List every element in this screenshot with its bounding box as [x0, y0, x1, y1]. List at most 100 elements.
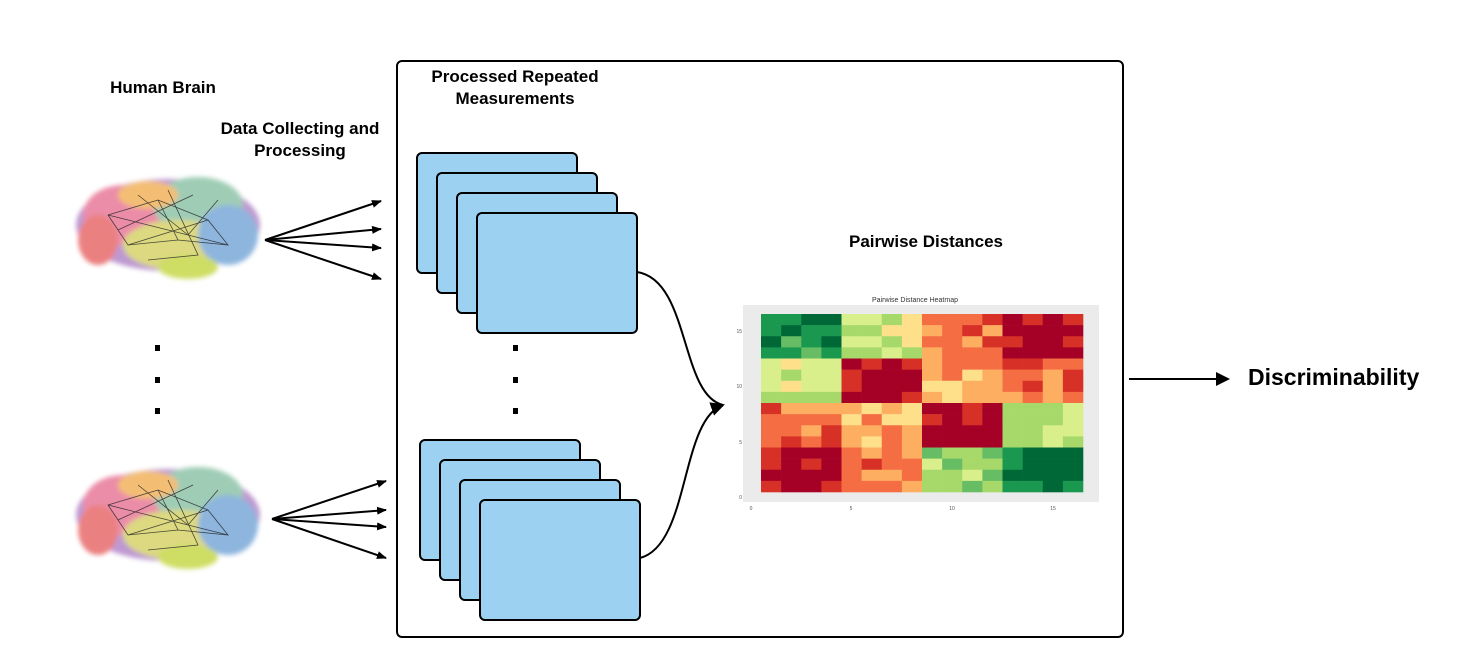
heatmap-cell	[821, 369, 842, 382]
heatmap-cell	[761, 447, 782, 459]
heatmap-cell	[1022, 380, 1044, 393]
heatmap-cell	[781, 358, 802, 370]
heatmap-cell	[781, 425, 802, 437]
heatmap-cell	[901, 469, 923, 482]
heatmap-cell	[821, 347, 842, 359]
heatmap-x-tick: 10	[949, 506, 955, 512]
heatmap-cell	[1042, 403, 1064, 415]
heatmap-cell	[761, 347, 782, 359]
heatmap-cell	[982, 336, 1003, 348]
heatmap-cell	[801, 314, 822, 326]
heatmap-cell	[861, 403, 883, 415]
heatmap-cell	[1002, 425, 1023, 437]
heatmap-cell	[821, 414, 842, 426]
heatmap-cell	[962, 458, 983, 471]
heatmap-cell	[1002, 347, 1023, 359]
heatmap-cell	[1062, 414, 1084, 426]
heatmap-cell	[1042, 414, 1064, 426]
heatmap-cell	[841, 458, 862, 471]
heatmap-cell	[962, 369, 983, 382]
heatmap-cell	[1022, 480, 1044, 493]
heatmap-cell	[881, 480, 903, 493]
human-brain-label: Human Brain	[110, 78, 216, 97]
heatmap-cell	[1022, 336, 1044, 348]
heatmap-cell	[942, 447, 963, 459]
heatmap-cell	[962, 358, 983, 370]
heatmap-cell	[821, 336, 842, 348]
heatmap-cell	[881, 469, 903, 482]
heatmap-cell	[1022, 414, 1044, 426]
heatmap-cell	[841, 314, 862, 326]
heatmap-cell	[901, 369, 923, 382]
heatmap-cell	[881, 458, 903, 471]
heatmap-cell	[821, 380, 842, 393]
heatmap-cell	[821, 436, 842, 448]
heatmap-cell	[761, 369, 782, 382]
heatmap-cell	[1062, 458, 1084, 471]
heatmap-cell	[942, 336, 963, 348]
heatmap-cell	[962, 391, 983, 404]
heatmap-cell	[801, 325, 822, 337]
heatmap-cell	[781, 314, 802, 326]
heatmap-cell	[942, 469, 963, 482]
heatmap-cell	[861, 336, 883, 348]
heatmap-cell	[761, 458, 782, 471]
heatmap-cell	[922, 403, 943, 415]
heatmap-cell	[1002, 458, 1023, 471]
heatmap-cell	[942, 347, 963, 359]
heatmap-cell	[1002, 325, 1023, 337]
heatmap-cell	[942, 314, 963, 326]
heatmap-cell	[1022, 358, 1044, 370]
heatmap-cell	[901, 458, 923, 471]
heatmap-cell	[922, 480, 943, 493]
heatmap-cell	[901, 336, 923, 348]
heatmap-cell	[841, 336, 862, 348]
heatmap-cell	[982, 325, 1003, 337]
heatmap-cell	[801, 336, 822, 348]
heatmap-cell	[861, 414, 883, 426]
heatmap-cell	[962, 425, 983, 437]
heatmap-cell	[1042, 436, 1064, 448]
heatmap-cell	[1042, 314, 1064, 326]
heatmap-cell	[1002, 369, 1023, 382]
converging-arrows	[636, 271, 725, 559]
heatmap-cell	[1062, 403, 1084, 415]
heatmap-cell	[821, 447, 842, 459]
heatmap-cell	[1062, 380, 1084, 393]
heatmap-cell	[861, 458, 883, 471]
heatmap-x-tick: 0	[750, 506, 753, 512]
heatmap-cell	[942, 369, 963, 382]
heatmap-cell	[861, 480, 883, 493]
heatmap-cell	[761, 358, 782, 370]
heatmap-cell	[801, 347, 822, 359]
heatmap-cell	[781, 380, 802, 393]
heatmap-cell	[982, 403, 1003, 415]
heatmap-y-tick: 0	[739, 495, 742, 501]
heatmap-cell	[1022, 469, 1044, 482]
heatmap-cell	[761, 314, 782, 326]
heatmap-cell	[801, 369, 822, 382]
heatmap-cell	[962, 336, 983, 348]
heatmap-cell	[801, 391, 822, 404]
heatmap-cell	[922, 469, 943, 482]
heatmap-cell	[982, 469, 1003, 482]
heatmap-cell	[1042, 458, 1064, 471]
heatmap-cell	[781, 325, 802, 337]
heatmap-cell	[942, 436, 963, 448]
heatmap-cell	[922, 458, 943, 471]
heatmap-cell	[881, 358, 903, 370]
heatmap-cell	[1022, 447, 1044, 459]
heatmap-cell	[821, 403, 842, 415]
heatmap-cell	[1062, 347, 1084, 359]
heatmap-cell	[881, 403, 903, 415]
heatmap-cell	[901, 325, 923, 337]
heatmap-cell	[1042, 391, 1064, 404]
heatmap-cell	[1002, 380, 1023, 393]
heatmap-cell	[861, 391, 883, 404]
heatmap-cell	[841, 480, 862, 493]
heatmap-cell	[982, 358, 1003, 370]
heatmap-cell	[1062, 436, 1084, 448]
heatmap-cell	[1062, 469, 1084, 482]
heatmap-ticks: 0 5 10 15 0 5 10 15	[736, 329, 1056, 512]
